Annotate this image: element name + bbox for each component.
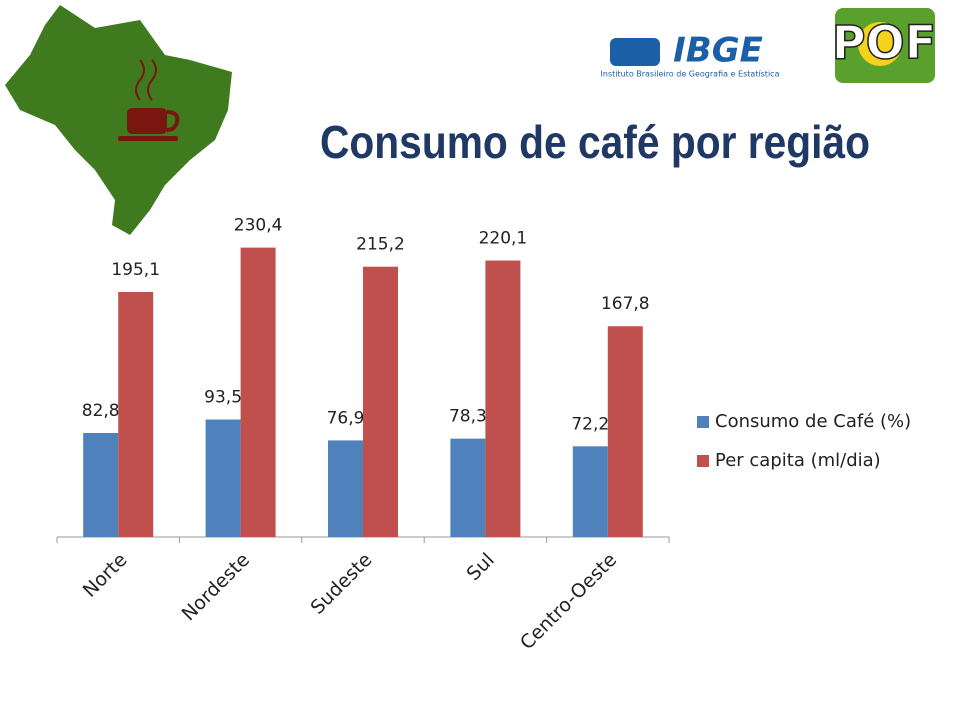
map-logo	[5, 5, 232, 235]
pof-text: POF	[832, 16, 936, 70]
legend-label: Per capita (ml/dia)	[715, 450, 881, 471]
bar	[450, 438, 486, 537]
x-tick-label: Norte	[79, 549, 132, 602]
bar	[328, 440, 363, 537]
data-label: 195,1	[111, 260, 160, 280]
data-label: 82,8	[82, 401, 120, 421]
chart-title: Consumo de café por região	[320, 116, 870, 168]
bar	[607, 326, 643, 537]
data-label: 220,1	[479, 229, 528, 249]
bar	[572, 446, 608, 537]
data-label: 78,3	[449, 407, 487, 427]
data-label: 93,5	[204, 388, 242, 408]
ibge-logo: IBGE Instituto Brasileiro de Geografia e…	[601, 31, 780, 79]
bar	[205, 419, 241, 537]
bar	[485, 260, 521, 537]
legend-swatch	[697, 455, 709, 467]
bar	[363, 266, 398, 537]
pof-logo: POF	[831, 8, 937, 83]
x-tick-label: Centro-Oeste	[516, 549, 621, 654]
legend-label: Consumo de Café (%)	[715, 411, 911, 432]
ibge-subtitle: Instituto Brasileiro de Geografia e Esta…	[601, 70, 780, 79]
data-label: 76,9	[327, 408, 365, 428]
bar	[83, 433, 119, 537]
x-tick-label: Sul	[462, 549, 498, 585]
x-tick-label: Sudeste	[306, 549, 376, 619]
x-tick-label: Nordeste	[178, 549, 254, 625]
legend-swatch	[697, 416, 709, 428]
ibge-text: IBGE	[673, 31, 763, 71]
bar	[118, 291, 154, 537]
data-label: 230,4	[234, 216, 283, 236]
data-label: 167,8	[601, 294, 650, 314]
data-label: 72,2	[571, 414, 609, 434]
bar	[240, 247, 276, 537]
data-label: 215,2	[356, 235, 405, 255]
